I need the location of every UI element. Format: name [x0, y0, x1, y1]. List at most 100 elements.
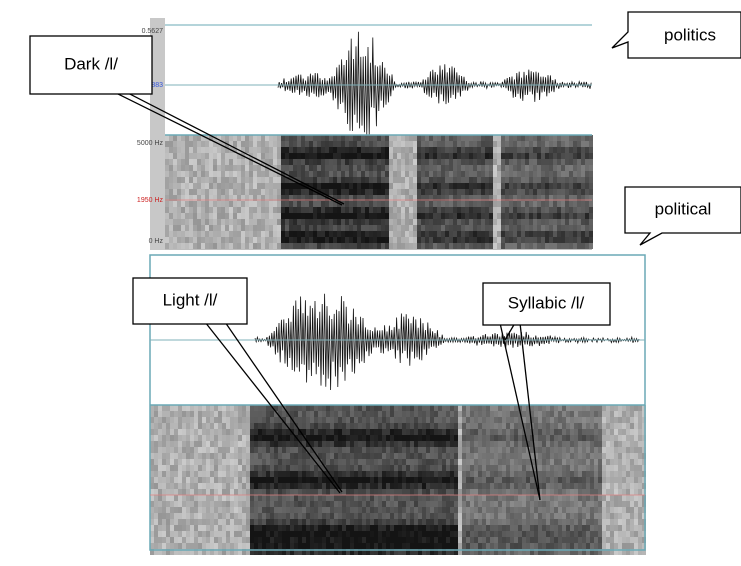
- spectrogram-cell: [494, 453, 498, 459]
- spectrogram-cell: [566, 441, 570, 447]
- spectrogram-cell: [473, 141, 477, 147]
- spectrogram-cell: [578, 441, 582, 447]
- spectrogram-cell: [273, 219, 277, 225]
- spectrogram-cell: [557, 243, 561, 249]
- spectrogram-cell: [166, 525, 170, 531]
- spectrogram-cell: [281, 177, 285, 183]
- spectrogram-cell: [462, 405, 466, 411]
- spectrogram-cell: [482, 543, 486, 549]
- spectrogram-cell: [305, 207, 309, 213]
- spectrogram-cell: [202, 459, 206, 465]
- spectrogram-cell: [206, 483, 210, 489]
- spectrogram-cell: [610, 447, 614, 453]
- spectrogram-cell: [197, 159, 201, 165]
- spectrogram-cell: [369, 177, 373, 183]
- spectrogram-cell: [561, 141, 565, 147]
- spectrogram-cell: [226, 477, 230, 483]
- spectrogram-cell: [357, 219, 361, 225]
- spectrogram-cell: [554, 513, 558, 519]
- spectrogram-cell: [474, 405, 478, 411]
- spectrogram-cell: [378, 417, 382, 423]
- spectrogram-cell: [337, 237, 341, 243]
- spectrogram-cell: [270, 459, 274, 465]
- spectrogram-cell: [366, 447, 370, 453]
- spectrogram-cell: [418, 465, 422, 471]
- spectrogram-cell: [490, 459, 494, 465]
- spectrogram-cell: [186, 525, 190, 531]
- spectrogram-cell: [482, 537, 486, 543]
- spectrogram-cell: [273, 207, 277, 213]
- spectrogram-cell: [162, 525, 166, 531]
- spectrogram-cell: [382, 477, 386, 483]
- spectrogram-cell: [186, 453, 190, 459]
- spectrogram-cell: [493, 189, 497, 195]
- spectrogram-cell: [573, 165, 577, 171]
- spectrogram-cell: [210, 447, 214, 453]
- spectrogram-cell: [274, 489, 278, 495]
- spectrogram-cell: [409, 171, 413, 177]
- spectrogram-cell: [590, 501, 594, 507]
- spectrogram-cell: [301, 147, 305, 153]
- spectrogram-cell: [414, 531, 418, 537]
- spectrogram-cell: [598, 483, 602, 489]
- spectrogram-cell: [482, 411, 486, 417]
- spectrogram-cell: [430, 471, 434, 477]
- spectrogram-cell: [393, 189, 397, 195]
- spectrogram-cell: [401, 183, 405, 189]
- spectrogram-cell: [554, 405, 558, 411]
- spectrogram-cell: [454, 471, 458, 477]
- spectrogram-cell: [181, 207, 185, 213]
- spectrogram-cell: [550, 525, 554, 531]
- spectrogram-cell: [554, 489, 558, 495]
- spectrogram-cell: [558, 507, 562, 513]
- spectrogram-cell: [298, 537, 302, 543]
- spectrogram-cell: [174, 459, 178, 465]
- spectrogram-cell: [198, 411, 202, 417]
- spectrogram-cell: [429, 207, 433, 213]
- spectrogram-cell: [577, 171, 581, 177]
- spectrogram-cell: [530, 531, 534, 537]
- spectrogram-cell: [466, 543, 470, 549]
- spectrogram-cell: [397, 153, 401, 159]
- spectrogram-cell: [562, 519, 566, 525]
- spectrogram-cell: [397, 219, 401, 225]
- spectrogram-cell: [274, 441, 278, 447]
- spectrogram-cell: [354, 459, 358, 465]
- spectrogram-cell: [469, 231, 473, 237]
- spectrogram-cell: [165, 237, 169, 243]
- spectrogram-cell: [290, 465, 294, 471]
- spectrogram-cell: [198, 453, 202, 459]
- spectrogram-cell: [450, 507, 454, 513]
- spectrogram-cell: [373, 225, 377, 231]
- spectrogram-cell: [254, 471, 258, 477]
- spectrogram-cell: [386, 423, 390, 429]
- spectrogram-cell: [397, 141, 401, 147]
- spectrogram-cell: [418, 459, 422, 465]
- spectrogram-cell: [545, 177, 549, 183]
- spectrogram-cell: [521, 159, 525, 165]
- spectrogram-cell: [373, 237, 377, 243]
- spectrogram-cell: [381, 231, 385, 237]
- spectrogram-cell: [358, 405, 362, 411]
- spectrogram-cell: [437, 153, 441, 159]
- spectrogram-cell: [306, 405, 310, 411]
- spectrogram-cell: [489, 219, 493, 225]
- spectrogram-cell: [526, 471, 530, 477]
- spectrogram-cell: [474, 429, 478, 435]
- spectrogram-cell: [358, 531, 362, 537]
- spectrogram-cell: [437, 183, 441, 189]
- spectrogram-cell: [286, 441, 290, 447]
- spectrogram-cell: [474, 525, 478, 531]
- spectrogram-cell: [589, 135, 593, 141]
- spectrogram-cell: [297, 213, 301, 219]
- spectrogram-cell: [594, 501, 598, 507]
- spectrogram-cell: [622, 411, 626, 417]
- spectrogram-cell: [422, 483, 426, 489]
- spectrogram-cell: [538, 405, 542, 411]
- spectrogram-cell: [266, 441, 270, 447]
- spectrogram-cell: [338, 471, 342, 477]
- spectrogram-cell: [225, 159, 229, 165]
- spectrogram-cell: [189, 237, 193, 243]
- spectrogram-cell: [242, 525, 246, 531]
- spectrogram-cell: [285, 243, 289, 249]
